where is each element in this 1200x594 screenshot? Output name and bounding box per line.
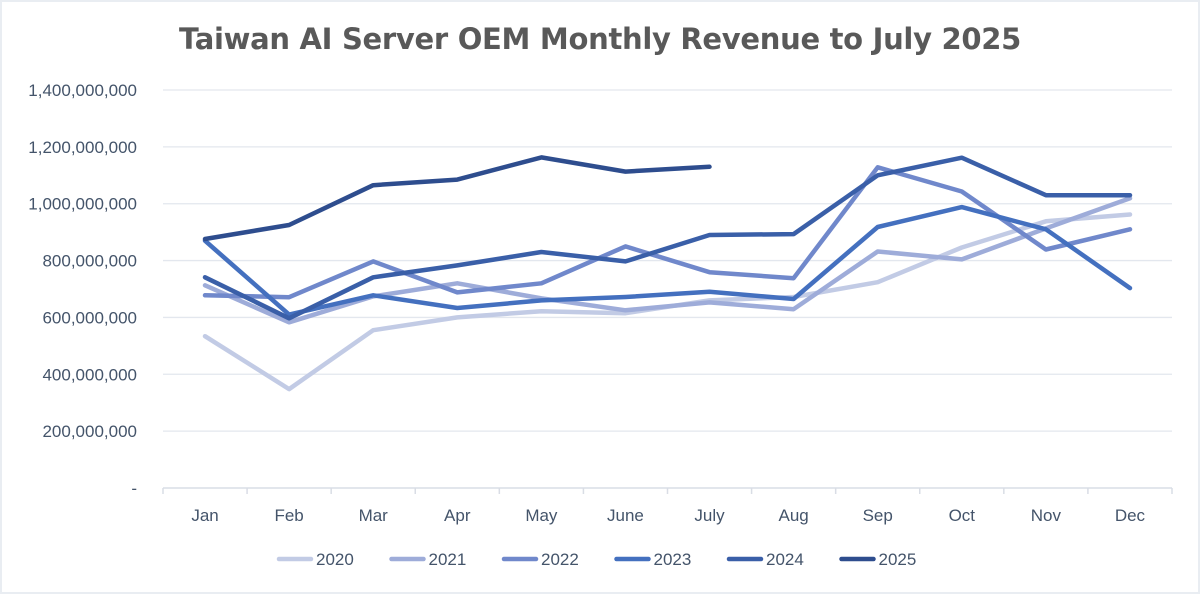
legend-item-2023: 2023 bbox=[614, 550, 692, 569]
legend-item-2021: 2021 bbox=[389, 550, 467, 569]
x-tick-label: Aug bbox=[779, 506, 809, 525]
legend-label: 2025 bbox=[879, 550, 917, 569]
legend-label: 2024 bbox=[766, 550, 804, 569]
x-tick-label: Dec bbox=[1115, 506, 1146, 525]
x-tick-label: Nov bbox=[1031, 506, 1062, 525]
y-tick-label: 400,000,000 bbox=[42, 365, 137, 384]
x-axis: Jan Feb Mar Apr May June July Aug Sep Oct Nov Dec bbox=[162, 487, 1173, 525]
y-tick-label: 1,000,000,000 bbox=[28, 195, 137, 214]
legend-label: 2020 bbox=[316, 550, 354, 569]
series-line-2023 bbox=[202, 204, 1133, 317]
legend-item-2025: 2025 bbox=[839, 550, 917, 569]
series-line-2022 bbox=[202, 165, 1133, 300]
y-tick-label: 800,000,000 bbox=[42, 252, 137, 271]
legend-label: 2021 bbox=[429, 550, 467, 569]
x-tick-label: Mar bbox=[359, 506, 389, 525]
x-tick-label: July bbox=[694, 506, 725, 525]
y-tick-label: 1,200,000,000 bbox=[28, 138, 137, 157]
series-line-2024 bbox=[202, 155, 1133, 321]
x-tick-label: May bbox=[525, 506, 558, 525]
legend-item-2022: 2022 bbox=[501, 550, 579, 569]
legend-item-2024: 2024 bbox=[726, 550, 804, 569]
x-tick-label: Sep bbox=[863, 506, 893, 525]
y-axis: - 200,000,000 400,000,000 600,000,000 800,00… bbox=[28, 81, 137, 498]
legend-label: 2022 bbox=[541, 550, 579, 569]
chart-title: Taiwan AI Server OEM Monthly Revenue to … bbox=[178, 22, 1021, 56]
x-tick-label: Apr bbox=[444, 506, 471, 525]
legend-item-2020: 2020 bbox=[276, 550, 354, 569]
series-lines bbox=[202, 155, 1133, 392]
y-tick-label: - bbox=[131, 479, 137, 498]
x-tick-label: Feb bbox=[274, 506, 303, 525]
legend: 2020 2021 2022 2023 2024 2025 bbox=[276, 550, 917, 569]
x-tick-label: Jan bbox=[191, 506, 218, 525]
y-tick-label: 600,000,000 bbox=[42, 308, 137, 327]
y-tick-label: 200,000,000 bbox=[42, 422, 137, 441]
x-tick-label: June bbox=[607, 506, 644, 525]
y-tick-label: 1,400,000,000 bbox=[28, 81, 137, 100]
series-line-2025 bbox=[202, 155, 712, 242]
legend-label: 2023 bbox=[654, 550, 692, 569]
x-tick-label: Oct bbox=[949, 506, 976, 525]
